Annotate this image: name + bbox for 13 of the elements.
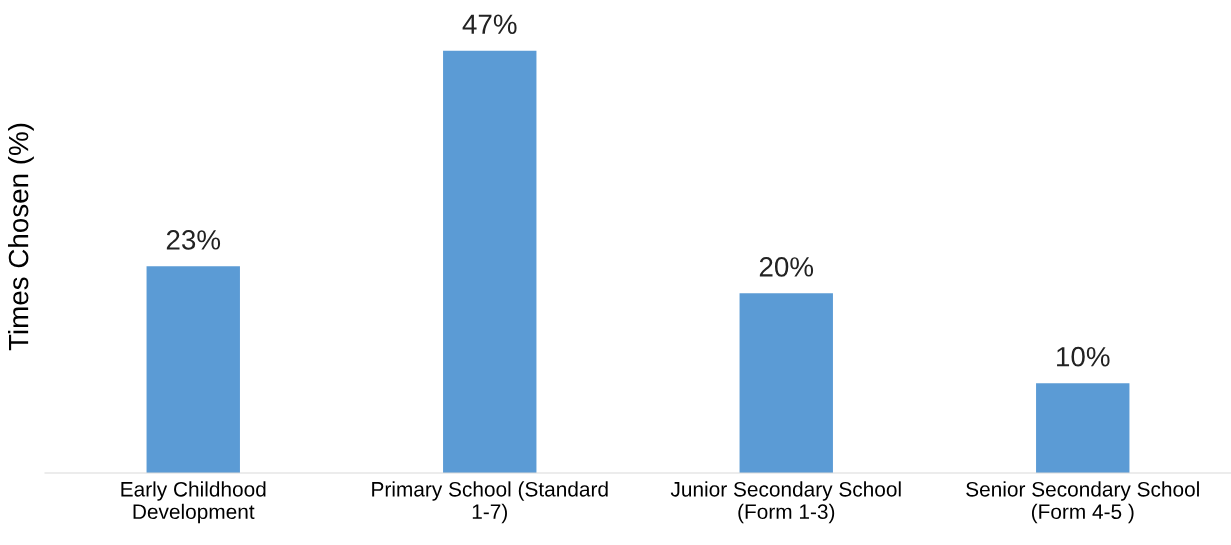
data-label: 23%	[166, 230, 221, 250]
bar	[146, 266, 240, 473]
x-tick-label: Early Childhood Development	[121, 481, 266, 524]
x-tick-label: Primary School (Standard 1-7)	[372, 481, 608, 524]
data-label: 10%	[1057, 346, 1110, 367]
bar	[739, 293, 833, 473]
bar	[443, 50, 537, 473]
data-label: 47%	[462, 14, 517, 34]
x-tick-label: Senior Secondary School (Form 4-5 )	[966, 481, 1199, 524]
x-tick-label: Junior Secondary School (Form 1-3)	[670, 481, 901, 524]
data-label: 20%	[759, 257, 814, 277]
y-axis-title: Times Chosen (%)	[7, 123, 34, 351]
bar	[1036, 383, 1130, 473]
